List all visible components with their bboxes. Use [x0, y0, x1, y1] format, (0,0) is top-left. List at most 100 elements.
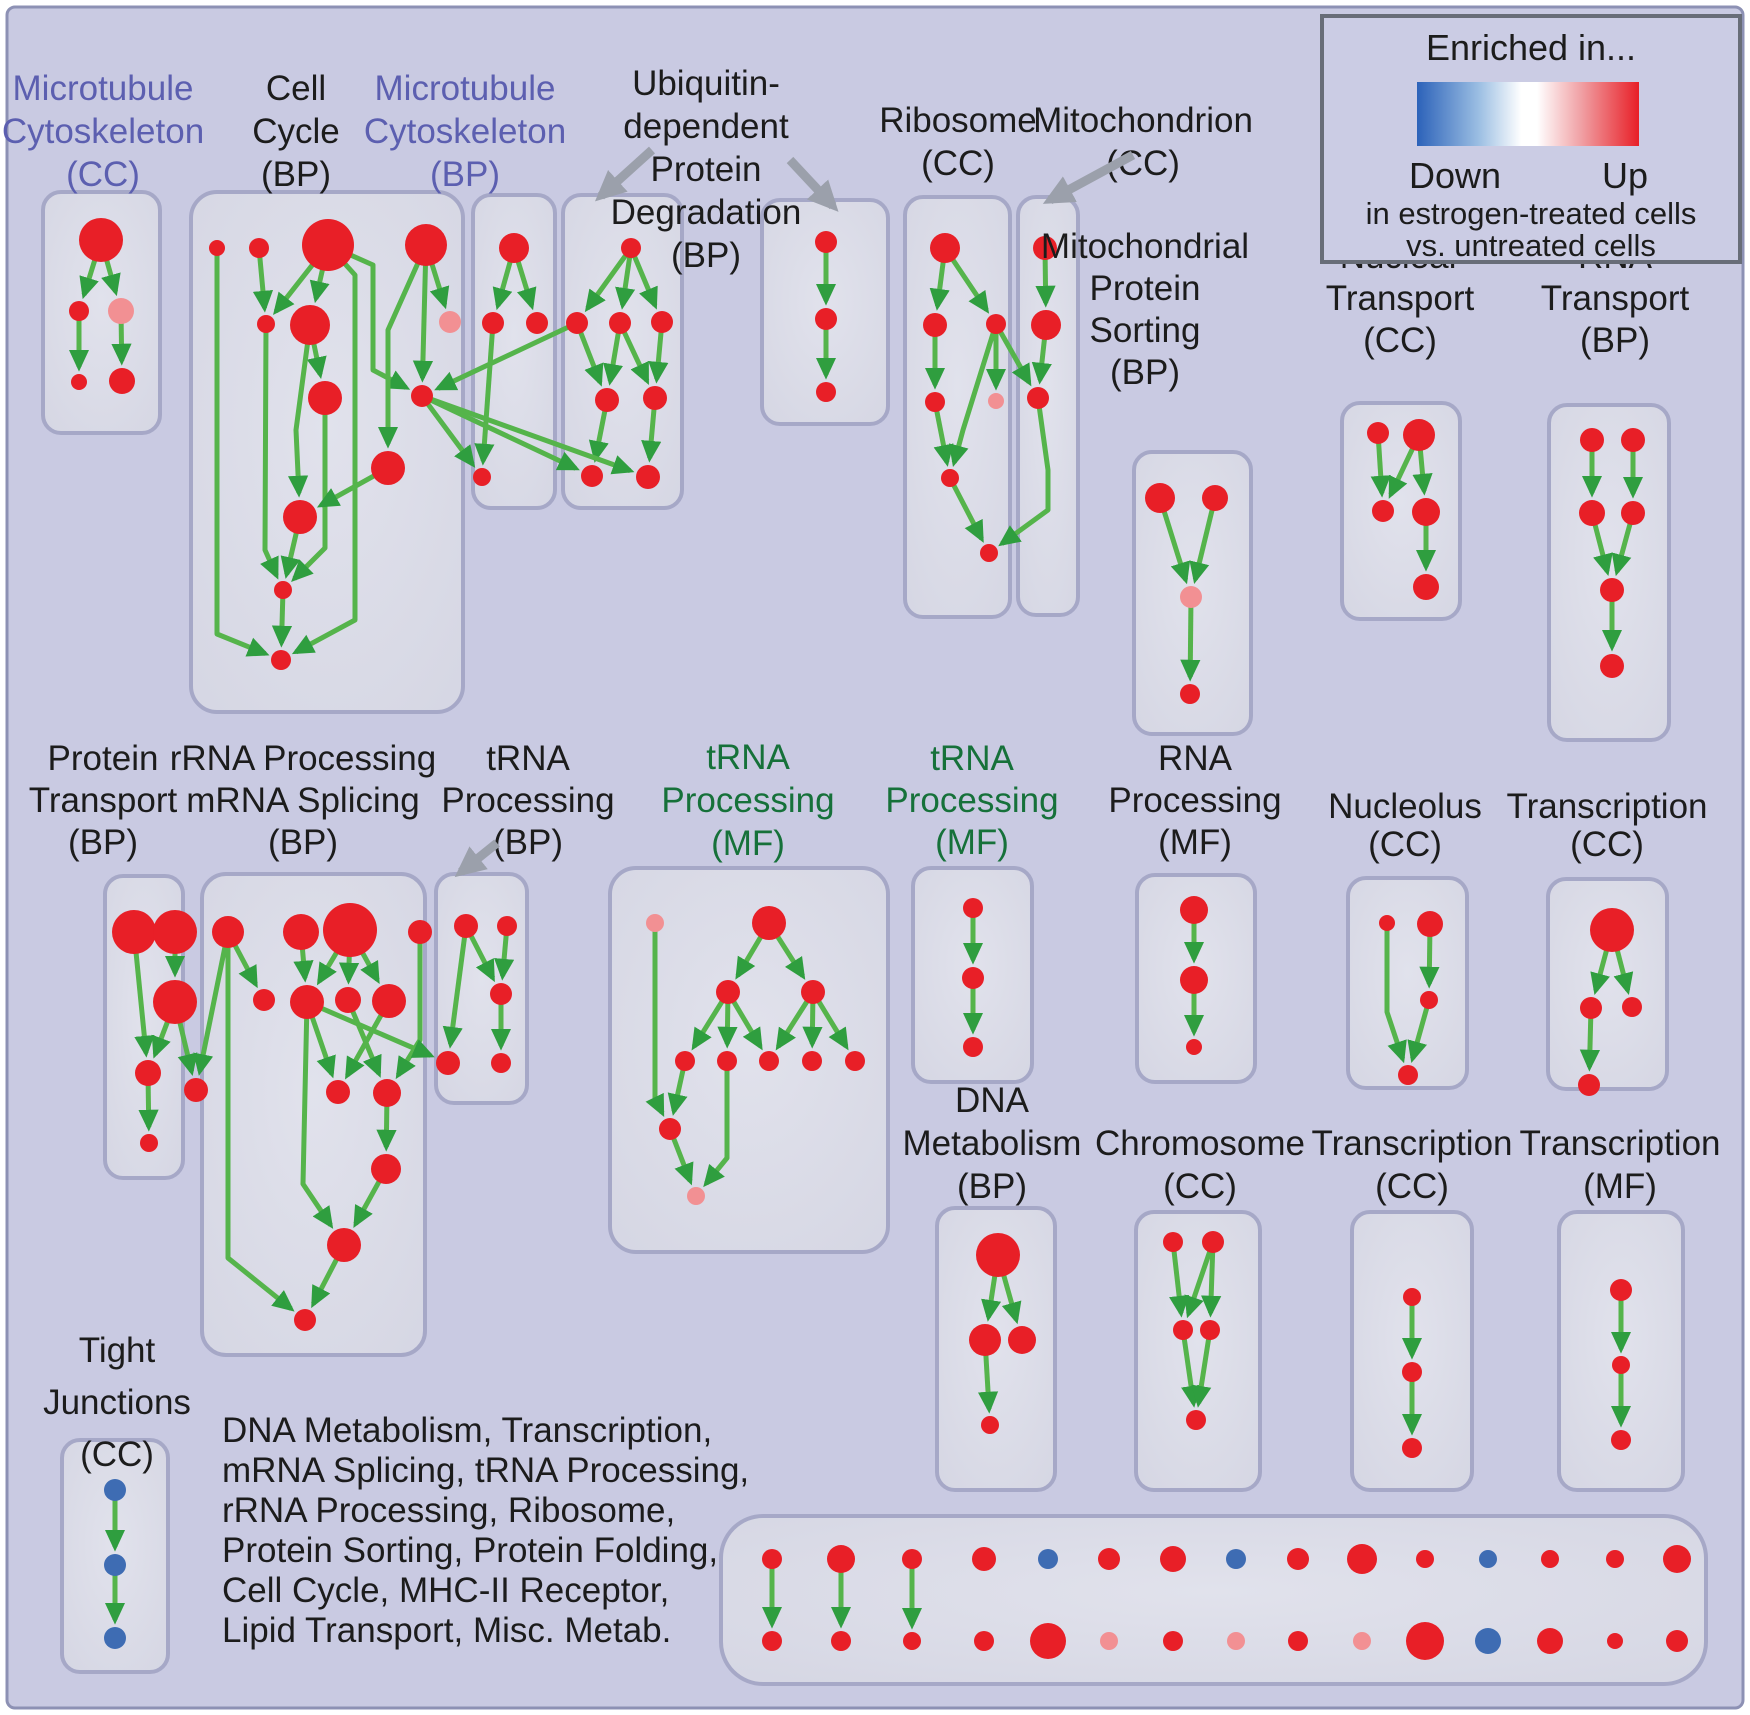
go-term-node-red: [71, 374, 87, 390]
rna-processing-mf-label: RNA: [1158, 739, 1233, 778]
go-term-node-red: [490, 983, 512, 1005]
go-term-node-red: [491, 1053, 511, 1073]
go-term-node-red: [986, 314, 1006, 334]
protein-transport-bp-nodes: [112, 910, 197, 1152]
cell-cycle-bp-label: (BP): [261, 155, 331, 194]
go-term-node-pink: [108, 298, 134, 324]
go-term-node-red: [1180, 684, 1200, 704]
microtubule-cytoskeleton-bp-label: (BP): [430, 155, 500, 194]
go-term-node-red: [981, 1416, 999, 1434]
go-term-node-red: [963, 898, 983, 918]
edge-arrow: [1180, 596, 1201, 682]
go-term-node-red: [802, 1051, 822, 1071]
edge-arrow: [377, 243, 429, 449]
transcription-cc-lower-label: (CC): [1375, 1167, 1449, 1206]
ribosome-cc-label: Ribosome: [879, 101, 1037, 140]
edge-arrow: [1407, 999, 1432, 1064]
legend-up-label: Up: [1602, 155, 1648, 196]
edge-arrow: [932, 401, 954, 467]
go-term-node-red: [827, 1545, 855, 1573]
go-term-node-red: [153, 980, 197, 1024]
go-term-node-red: [969, 1324, 1001, 1356]
go-term-node-red: [140, 1134, 158, 1152]
transcription-cc-lower-label: Transcription: [1312, 1124, 1513, 1163]
mitochondrial-protein-sorting-bp-nodes: [1145, 483, 1228, 704]
go-term-node-pink: [439, 311, 461, 333]
go-term-node-red: [1379, 915, 1395, 931]
go-term-node-red: [1403, 1288, 1421, 1306]
dna-metabolism-bp-label: DNA: [955, 1081, 1030, 1120]
go-term-node-red: [816, 382, 836, 402]
rna-processing-mf-label: (MF): [1158, 823, 1232, 862]
go-term-node-pink: [1180, 586, 1202, 608]
go-term-node-red: [815, 231, 837, 253]
edge-arrow: [412, 244, 434, 383]
nodes-layer: [69, 218, 1691, 1660]
misc-terms-text-line: Lipid Transport, Misc. Metab.: [222, 1611, 671, 1650]
go-term-node-red: [526, 312, 548, 334]
go-term-node-red: [1288, 1631, 1308, 1651]
go-term-node-red: [212, 916, 244, 948]
go-term-node-red: [941, 469, 959, 487]
trna-processing-bp-label: tRNA: [486, 739, 570, 778]
go-term-node-red: [1413, 574, 1439, 600]
go-term-node-red: [845, 1051, 865, 1071]
go-term-node-red: [327, 1228, 361, 1262]
go-term-node-red: [1398, 1065, 1418, 1085]
go-term-node-red: [135, 1060, 161, 1086]
go-term-node-red: [1030, 1623, 1066, 1659]
go-term-node-red: [1580, 428, 1604, 452]
trna-processing-mf-large-label: tRNA: [706, 738, 790, 777]
go-term-node-red: [1202, 485, 1228, 511]
go-term-node-red: [497, 916, 517, 936]
go-term-node-red: [371, 1154, 401, 1184]
rrna-processing-mrna-splicing-bp-label: mRNA Splicing: [186, 781, 419, 820]
misc-terms-text-line: rRNA Processing, Ribosome,: [222, 1491, 675, 1530]
go-term-node-red: [1186, 1410, 1206, 1430]
go-term-node-red: [972, 1547, 996, 1571]
edge-arrow: [300, 1001, 334, 1229]
label-pointer-arrow: [594, 146, 656, 202]
tight-junctions-cc-label: Tight: [79, 1331, 156, 1370]
ubiquitin-degradation-a-box: [561, 193, 684, 510]
go-term-node-red: [405, 224, 447, 266]
go-term-node-red: [373, 1079, 401, 1107]
microtubule-cytoskeleton-bp-label: Cytoskeleton: [364, 112, 566, 151]
edge-arrow: [645, 923, 665, 1117]
go-term-node-red: [1611, 1430, 1631, 1450]
go-term-node-red: [1621, 501, 1645, 525]
go-term-node-red: [1580, 997, 1602, 1019]
edge-arrow: [193, 931, 231, 1076]
transcription-mf-label: (MF): [1583, 1167, 1657, 1206]
go-term-node-red: [1033, 236, 1057, 260]
go-term-node-red: [274, 581, 292, 599]
edge-arrow: [260, 323, 279, 580]
edge-arrow: [1201, 1241, 1222, 1318]
ribosome-cc-nodes: [923, 233, 1006, 562]
misc-terms-text-line: mRNA Splicing, tRNA Processing,: [222, 1451, 749, 1490]
legend-gradient-bar: [1417, 82, 1639, 146]
misc-terms-text-line: Protein Sorting, Protein Folding,: [222, 1531, 718, 1570]
go-term-node-red: [595, 388, 619, 412]
transcription-mf-label: Transcription: [1520, 1124, 1721, 1163]
misc-terms-strip-nodes: [762, 1544, 1691, 1660]
go-term-node-red: [1621, 428, 1645, 452]
chromosome-cc-edges: [1169, 1241, 1222, 1408]
go-term-node-red: [974, 1631, 994, 1651]
go-term-node-blue: [1226, 1549, 1246, 1569]
go-term-node-red: [923, 313, 947, 337]
chromosome-cc-box: [1134, 1210, 1262, 1492]
edge-arrow: [584, 246, 634, 313]
go-term-node-red: [308, 381, 342, 415]
go-term-node-red: [408, 920, 432, 944]
ubiquitin-label: dependent: [623, 107, 789, 146]
go-term-node-red: [1031, 310, 1061, 340]
legend-down-label: Down: [1409, 155, 1501, 196]
go-term-node-red: [1606, 1550, 1624, 1568]
go-term-node-red: [257, 315, 275, 333]
mitochondrion-cc-nodes: [1027, 236, 1061, 409]
edge-arrow: [628, 247, 658, 310]
go-term-node-red: [1417, 911, 1443, 937]
go-term-node-red: [302, 219, 354, 271]
